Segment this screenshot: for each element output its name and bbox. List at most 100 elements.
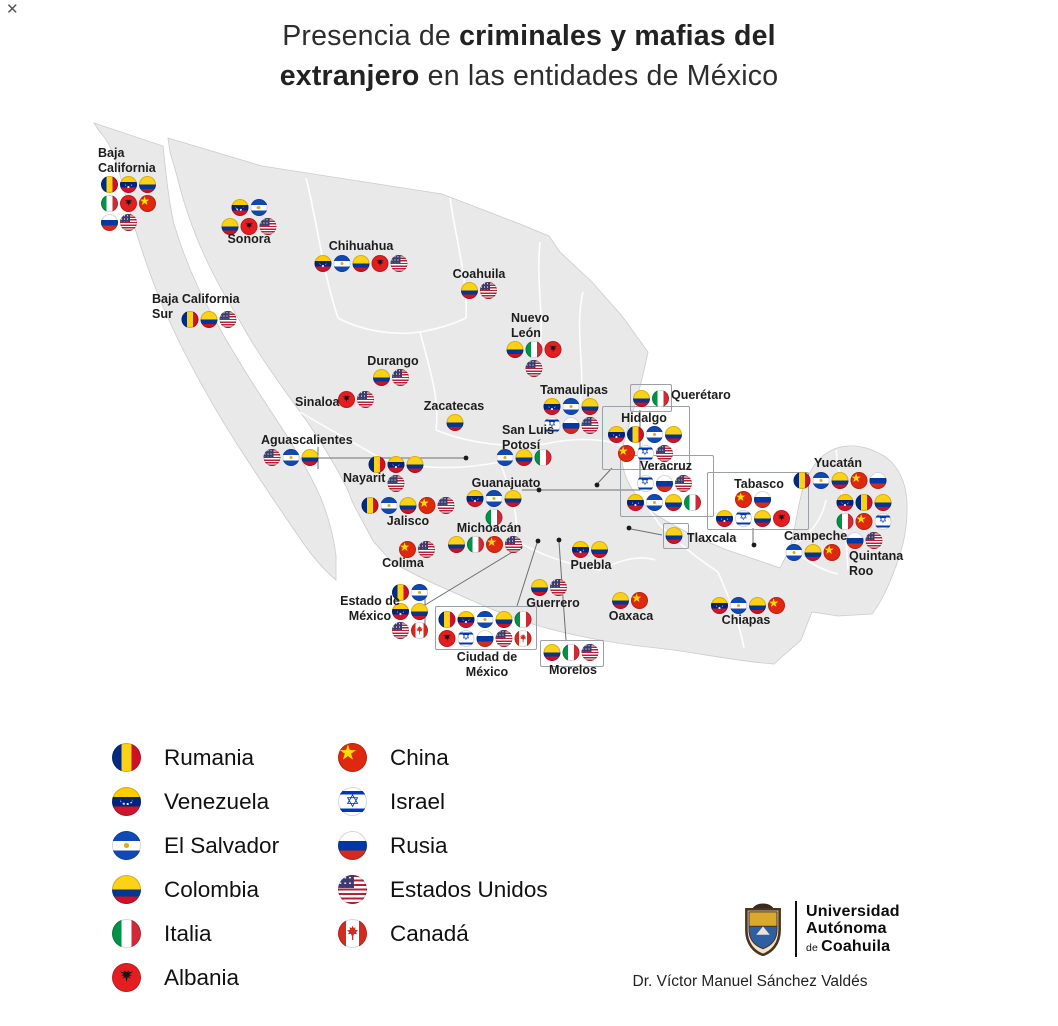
rumania-flag-icon <box>392 584 409 601</box>
estados-unidos-flag-icon <box>437 497 455 514</box>
rusia-flag-icon <box>562 417 580 434</box>
el-salvador-flag-icon <box>250 199 267 216</box>
flag-row <box>101 176 156 193</box>
flag-row: ★ <box>716 491 790 508</box>
state-flags-oaxaca: ★ <box>612 592 648 611</box>
state-label-yucatan: Yucatán <box>814 456 862 470</box>
state-flags-yucatan: ★ <box>793 472 887 491</box>
flag-row <box>101 214 156 231</box>
venezuela-flag-icon <box>608 426 625 443</box>
colombia-flag-icon <box>831 472 849 489</box>
estados-unidos-flag-icon <box>525 360 543 377</box>
legend-item-china: ★ China <box>338 743 548 772</box>
rumania-flag-icon <box>627 426 644 443</box>
italia-flag-icon <box>112 919 141 948</box>
flag-row <box>368 456 424 473</box>
state-label-baja-california: Baja California <box>98 146 156 176</box>
colombia-flag-icon <box>461 282 478 299</box>
rusia-flag-icon <box>476 630 494 647</box>
flag-row: ★ <box>612 592 648 609</box>
estados-unidos-flag-icon <box>338 875 367 904</box>
colombia-flag-icon <box>352 255 370 272</box>
flag-row: ✡ <box>438 630 532 647</box>
estados-unidos-flag-icon <box>390 255 408 272</box>
state-flags-san-luis-potosi <box>496 449 552 468</box>
legend-label-china: China <box>390 744 449 770</box>
state-label-sonora: Sonora <box>227 232 271 246</box>
close-icon[interactable]: ✕ <box>6 1 19 18</box>
albania-flag-icon <box>438 630 456 647</box>
state-label-nuevo-leon: Nuevo León <box>511 311 550 341</box>
estados-unidos-flag-icon <box>674 475 692 492</box>
colombia-flag-icon <box>515 449 533 466</box>
china-flag-icon: ★ <box>486 536 503 553</box>
legend-label-rumania: Rumania <box>164 744 255 770</box>
colombia-flag-icon <box>139 176 156 193</box>
legend-label-albania: Albania <box>164 964 240 990</box>
italia-flag-icon <box>684 494 701 511</box>
state-flags-quintana-roo: ★ ✡ <box>836 494 892 551</box>
israel-flag-icon: ✡ <box>543 417 561 434</box>
colombia-flag-icon <box>373 369 390 386</box>
state-flags-sinaloa <box>338 391 374 410</box>
state-flags-nuevo-leon <box>506 341 562 379</box>
rumania-flag-icon <box>181 311 199 328</box>
university-name: Universidad Autónoma de Coahuila <box>806 903 900 956</box>
state-flags-tamaulipas: ✡ <box>543 398 599 436</box>
estados-unidos-flag-icon <box>581 417 599 434</box>
state-label-coahuila: Coahuila <box>452 267 506 281</box>
legend-label-venezuela: Venezuela <box>164 788 270 814</box>
state-label-hidalgo: Hidalgo <box>621 411 667 425</box>
italia-flag-icon <box>467 536 484 553</box>
israel-flag-icon: ✡ <box>874 513 892 530</box>
flag-row <box>496 449 552 466</box>
state-flags-colima: ★ <box>399 541 435 560</box>
state-label-michoacan: Michoacán <box>456 521 522 535</box>
university-crest-icon <box>745 903 781 956</box>
estados-unidos-flag-icon <box>655 445 673 462</box>
canada-flag-icon <box>411 622 428 639</box>
venezuela-flag-icon <box>112 787 141 816</box>
flag-row <box>507 360 562 377</box>
rusia-flag-icon <box>846 532 863 549</box>
colombia-flag-icon <box>301 449 319 466</box>
university-line3: de Coahuila <box>806 937 891 955</box>
flag-row <box>373 369 409 386</box>
state-label-oaxaca: Oaxaca <box>608 609 654 623</box>
state-label-aguascalientes: Aguascalientes <box>261 433 353 447</box>
rusia-flag-icon <box>338 831 367 860</box>
legend-item-canada: Canadá <box>338 919 548 948</box>
italia-flag-icon <box>101 195 118 212</box>
rumania-flag-icon <box>793 472 811 489</box>
colombia-flag-icon <box>665 494 682 511</box>
rumania-flag-icon <box>112 743 141 772</box>
callout-box-ciudad-de-mexico <box>435 606 537 650</box>
flag-row <box>392 622 428 639</box>
state-flags-michoacan: ★ <box>448 536 522 555</box>
state-flags-veracruz: ✡ <box>627 475 701 513</box>
state-label-estado-de-mexico: Estado de México <box>340 594 400 624</box>
legend-item-albania: Albania <box>112 963 279 992</box>
state-label-jalisco: Jalisco <box>386 514 430 528</box>
page-title: Presencia de criminales y mafias del ext… <box>279 20 779 93</box>
estados-unidos-flag-icon <box>120 214 137 231</box>
legend-item-rusia: Rusia <box>338 831 548 860</box>
china-flag-icon: ★ <box>399 541 416 558</box>
venezuela-flag-icon <box>543 398 561 415</box>
callout-box-hidalgo <box>602 406 690 470</box>
colombia-flag-icon <box>543 644 561 661</box>
albania-flag-icon <box>338 391 355 408</box>
colombia-flag-icon <box>633 390 650 407</box>
state-flags-morelos <box>543 644 599 663</box>
albania-flag-icon <box>120 195 137 212</box>
estados-unidos-flag-icon <box>550 579 567 596</box>
flag-row: ★ <box>399 541 435 558</box>
university-logo: Universidad Autónoma de Coahuila <box>740 901 900 957</box>
rusia-flag-icon <box>101 214 118 231</box>
state-flags-coahuila <box>461 282 497 301</box>
china-flag-icon: ★ <box>768 597 785 614</box>
legend-label-colombia: Colombia <box>164 876 260 902</box>
flag-row <box>633 390 669 407</box>
venezuela-flag-icon <box>457 611 475 628</box>
